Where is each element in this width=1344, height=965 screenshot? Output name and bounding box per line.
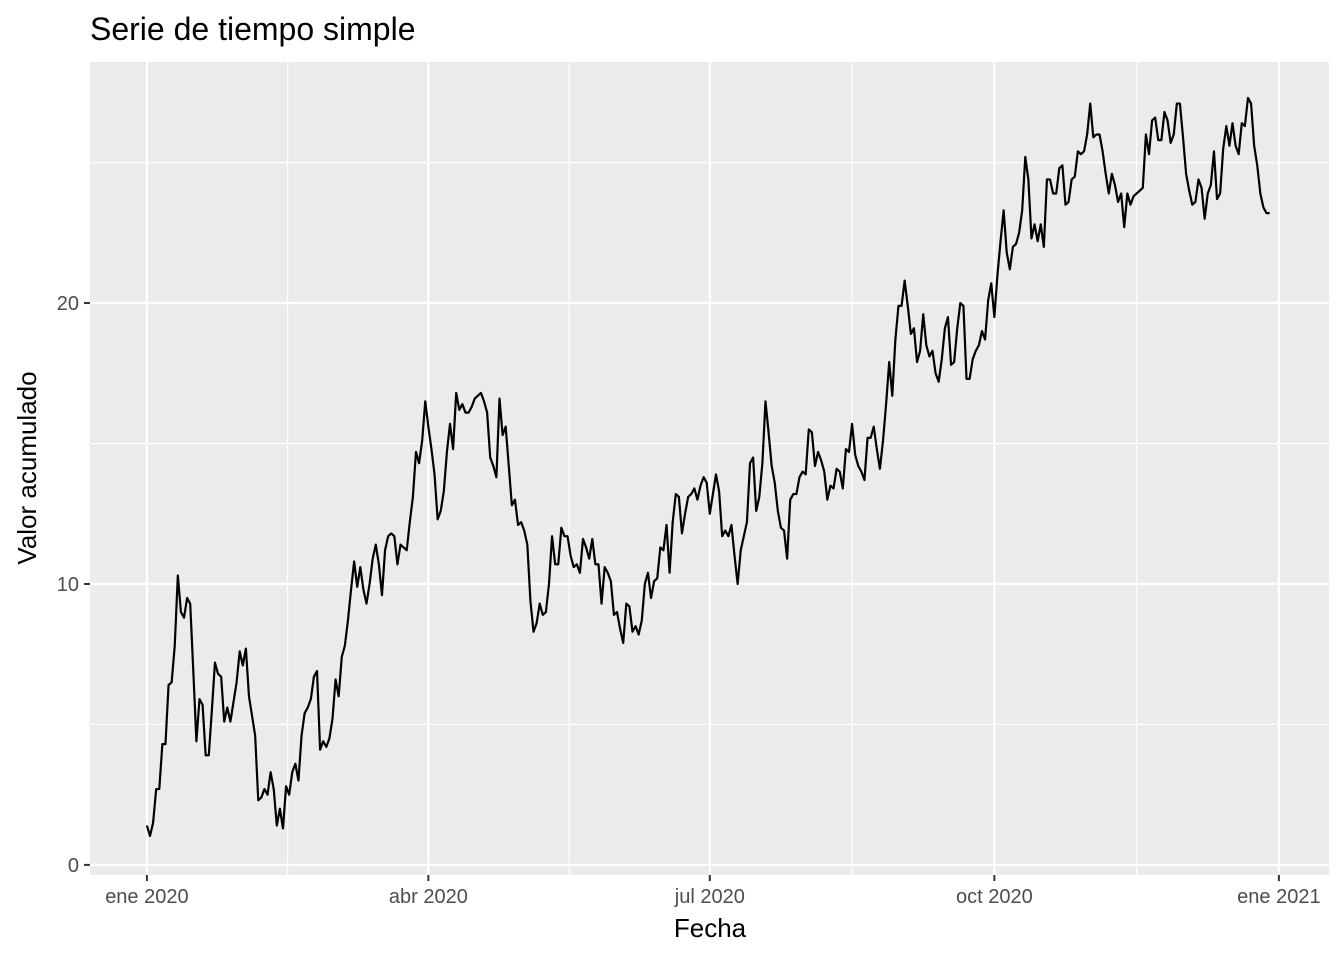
x-tick-label: jul 2020 bbox=[674, 886, 745, 908]
x-tick-label: ene 2021 bbox=[1237, 886, 1320, 908]
x-tick-label: oct 2020 bbox=[956, 886, 1033, 908]
x-tick-label: ene 2020 bbox=[105, 886, 188, 908]
y-tick-label: 10 bbox=[57, 574, 79, 596]
chart-title: Serie de tiempo simple bbox=[90, 11, 415, 47]
x-tick-label: abr 2020 bbox=[389, 886, 468, 908]
y-tick-label: 0 bbox=[68, 855, 79, 877]
data-line bbox=[145, 96, 1270, 838]
x-axis-title: Fecha bbox=[674, 913, 747, 943]
y-axis-title: Valor acumulado bbox=[12, 371, 42, 564]
y-tick-label: 20 bbox=[57, 293, 79, 315]
